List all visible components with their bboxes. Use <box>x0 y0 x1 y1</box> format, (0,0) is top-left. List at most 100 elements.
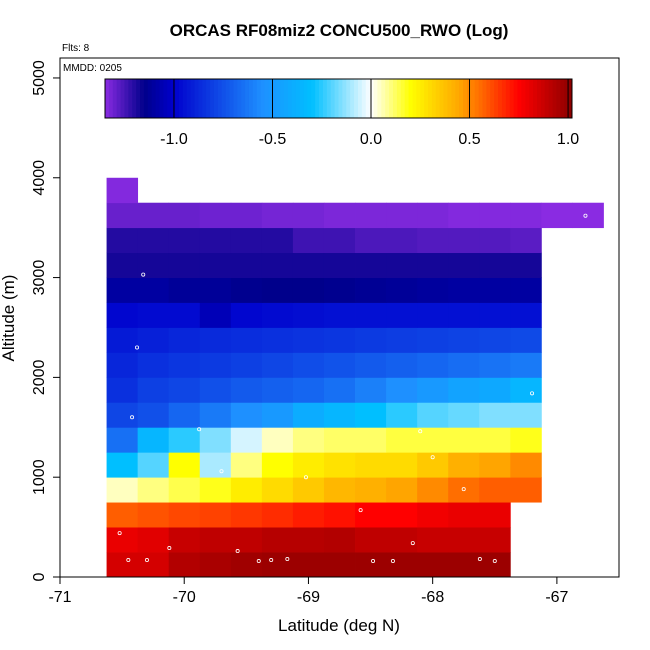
heatmap-cell <box>261 552 294 578</box>
heatmap-cell <box>386 502 418 528</box>
colorbar-swatch <box>420 79 425 118</box>
heatmap-cell <box>448 527 480 553</box>
sample-point <box>410 541 415 546</box>
heatmap-cell <box>199 452 232 478</box>
sample-point <box>117 531 122 536</box>
colorbar-swatch <box>120 79 125 118</box>
sample-point <box>358 508 363 513</box>
heatmap-cell <box>292 502 325 528</box>
colorbar-swatch <box>190 79 196 118</box>
heatmap-cell <box>510 227 542 254</box>
heatmap-cell <box>137 552 170 578</box>
heatmap-cell <box>137 252 170 278</box>
heatmap-cell <box>199 327 232 353</box>
colorbar-swatch <box>136 79 141 118</box>
heatmap-cell <box>168 227 201 254</box>
heatmap-cell <box>448 202 480 229</box>
heatmap-cell <box>479 302 511 328</box>
heatmap-cell <box>323 252 356 278</box>
heatmap-cell <box>355 552 387 578</box>
plot-frame <box>59 57 620 578</box>
heatmap-cell <box>355 502 387 528</box>
heatmap-cell <box>199 527 232 553</box>
colorbar-swatch <box>291 79 297 118</box>
heatmap-cell <box>106 177 139 204</box>
colorbar-swatch <box>206 79 211 118</box>
colorbar-swatch <box>167 79 172 118</box>
heatmap-cell <box>355 402 387 428</box>
colorbar-swatch <box>373 79 378 118</box>
heatmap-cell <box>199 477 232 503</box>
heatmap-cell <box>417 552 449 578</box>
heatmap-cell <box>417 452 449 478</box>
heatmap-cell <box>355 252 387 278</box>
heatmap-cell <box>323 527 356 553</box>
colorbar-swatch <box>276 79 281 118</box>
x-tick-label: -69 <box>297 589 320 606</box>
heatmap-cell <box>355 377 387 403</box>
heatmap-cell <box>448 427 480 453</box>
heatmap-cell <box>323 227 356 254</box>
colorbar-swatch <box>346 79 351 118</box>
colorbar-swatch <box>564 79 569 118</box>
heatmap-cell <box>417 327 449 353</box>
colorbar-swatch <box>482 79 487 118</box>
colorbar-swatch <box>229 79 234 118</box>
heatmap-cell <box>292 302 325 328</box>
colorbar-swatch <box>381 79 386 118</box>
colorbar-swatch <box>311 79 316 118</box>
colorbar-swatch <box>147 79 153 118</box>
sample-point <box>285 557 290 562</box>
colorbar-swatch <box>431 79 437 118</box>
heatmap-cell <box>230 227 263 254</box>
colorbar-swatch <box>389 79 394 118</box>
heatmap-cell <box>168 352 201 378</box>
heatmap-cell <box>106 402 139 428</box>
colorbar-swatch <box>210 79 215 118</box>
heatmap-cell <box>417 527 449 553</box>
sample-point <box>219 469 224 474</box>
colorbar-swatch <box>217 79 223 118</box>
x-axis-label: Latitude (deg N) <box>278 616 400 635</box>
colorbar-swatch <box>186 79 192 118</box>
sample-point <box>583 213 588 218</box>
colorbar-swatch <box>377 79 382 118</box>
heatmap-cell <box>168 252 201 278</box>
heatmap-cell <box>448 502 480 528</box>
heatmap-cell <box>417 277 449 303</box>
heatmap-cell <box>417 252 449 278</box>
sample-point <box>235 549 240 554</box>
colorbar-swatch <box>568 79 573 118</box>
axes: -71 -70 -69 -68 -67 0 1000 2000 3000 4000 5000 <box>31 60 569 606</box>
colorbar-swatch <box>408 79 413 118</box>
heatmap-cell <box>168 302 201 328</box>
heatmap-cell <box>261 202 294 229</box>
heatmap-cell <box>199 427 232 453</box>
heatmap-cell <box>386 527 418 553</box>
x-tick-label: -67 <box>545 589 568 606</box>
colorbar-swatch <box>268 79 273 118</box>
y-tick-label: 2000 <box>31 359 48 395</box>
colorbar-swatch <box>198 79 203 118</box>
heatmap-cell <box>448 252 480 278</box>
heatmap-cell <box>230 477 263 503</box>
heatmap-cell <box>106 352 139 378</box>
heatmap-cell <box>230 452 263 478</box>
colorbar-swatch <box>299 79 304 118</box>
heatmap-cell <box>168 277 201 303</box>
x-tick-label: -70 <box>173 589 196 606</box>
x-tick-label: -71 <box>48 589 71 606</box>
heatmap-cell <box>417 352 449 378</box>
heatmap-cell <box>323 327 356 353</box>
heatmap-cell <box>106 477 139 503</box>
heatmap-cell <box>199 552 232 578</box>
sample-point <box>492 559 497 564</box>
heatmap-cell <box>168 327 201 353</box>
heatmap-cell <box>386 402 418 428</box>
heatmap-cell <box>106 452 139 478</box>
heatmap-cell <box>292 552 325 578</box>
heatmap-cell <box>510 427 542 453</box>
heatmap-cell <box>386 452 418 478</box>
colorbar-swatch <box>112 79 118 118</box>
chart-title: ORCAS RF08miz2 CONCU500_RWO (Log) <box>170 21 509 40</box>
